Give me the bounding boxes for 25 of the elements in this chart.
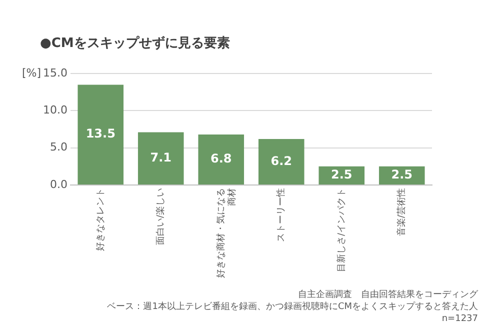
data-label: 6.8 xyxy=(210,152,232,166)
x-tick-label: 目新しさ/インパクト xyxy=(336,188,347,272)
x-tick-label: 好きな商材・気になる商材 xyxy=(215,188,238,278)
bar xyxy=(258,138,304,184)
data-label: 2.5 xyxy=(330,168,352,182)
x-tick-label: 面白い/楽しい xyxy=(155,188,166,246)
bar xyxy=(138,132,184,184)
bar xyxy=(198,134,244,184)
y-axis-title: [%] xyxy=(22,66,42,80)
text: ベース：週1本以上テレビ番組を録画、かつ録画視聴時にCMをよくスキップすると答えた人 xyxy=(107,301,478,312)
y-tick-label: 0.0 xyxy=(50,178,68,191)
x-tick-label: 音楽/芸術性 xyxy=(396,188,408,236)
data-label: 13.5 xyxy=(86,126,116,141)
y-tick-label: 15.0 xyxy=(42,66,68,80)
data-label: 7.1 xyxy=(150,150,172,165)
chart-title: ●CMをスキップせずに見る要素 xyxy=(40,35,230,52)
y-tick-label: 5.0 xyxy=(50,140,68,154)
x-tick-label: ストーリー性 xyxy=(276,188,287,242)
data-label: 6.2 xyxy=(270,154,292,168)
text: 自主企画調査 自由回答結果をコーディング xyxy=(298,289,479,300)
y-tick-label: 10.0 xyxy=(42,104,68,117)
x-tick-label: 好きなタレント xyxy=(94,188,106,251)
data-label: 2.5 xyxy=(391,168,413,182)
bar xyxy=(78,84,124,184)
text: n=1237 xyxy=(442,314,478,324)
